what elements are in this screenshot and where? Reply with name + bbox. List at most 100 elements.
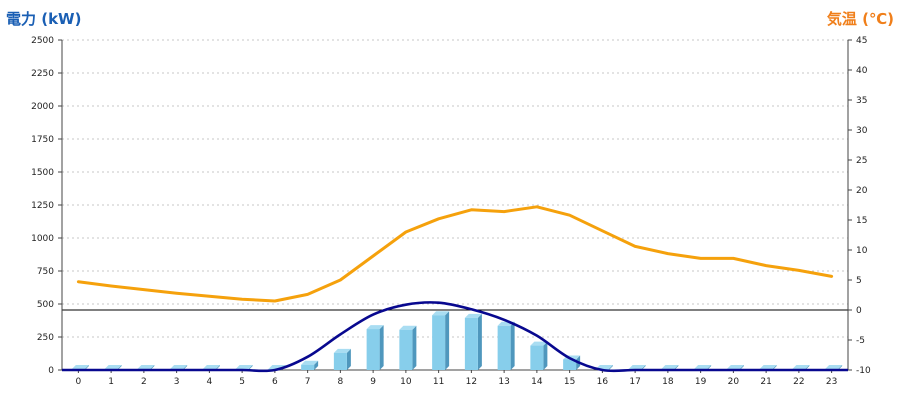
x-tick-label: 5: [239, 377, 245, 387]
power-bar-front: [563, 359, 577, 370]
power-bar-front: [301, 364, 315, 370]
power-bar-top: [170, 364, 188, 369]
power-bar-front: [497, 325, 511, 370]
power-bar: [530, 341, 548, 370]
tick-labels: 02505007501000125015001750200022502500-1…: [31, 36, 871, 387]
power-bar: [432, 311, 450, 370]
power-bar-top: [432, 311, 450, 316]
power-bar-top: [333, 348, 351, 353]
chart-lines: [61, 205, 848, 373]
power-bar: [366, 325, 384, 370]
power-bar-top: [759, 364, 777, 369]
right-tick-label: -10: [856, 366, 871, 376]
right-tick-label: 20: [856, 186, 868, 196]
x-tick-label: 11: [433, 377, 444, 387]
left-tick-label: 1250: [31, 201, 54, 211]
power-bar-top: [202, 364, 220, 369]
right-axis-title: 気温 (℃): [827, 10, 894, 28]
power-bar-front: [464, 317, 478, 370]
x-tick-label: 20: [728, 377, 740, 387]
power-bar-top: [366, 325, 384, 330]
power-bar-top: [530, 341, 548, 346]
temperature-line: [76, 205, 834, 303]
x-tick-label: 0: [76, 377, 82, 387]
left-axis-title: 電力 (kW): [6, 10, 81, 28]
axes: [58, 39, 852, 373]
power-bar-side: [543, 341, 548, 370]
x-tick-label: 10: [400, 377, 412, 387]
x-tick-label: 18: [662, 377, 674, 387]
x-tick-label: 9: [370, 377, 376, 387]
left-tick-label: 0: [48, 366, 54, 376]
left-tick-label: 2500: [31, 36, 54, 46]
power-bar-top: [661, 364, 679, 369]
power-bar-top: [464, 313, 482, 318]
x-tick-label: 23: [826, 377, 837, 387]
power-bar-front: [366, 329, 380, 370]
left-tick-label: 1750: [31, 135, 54, 145]
power-bar-top: [628, 364, 646, 369]
right-tick-label: 15: [856, 216, 867, 226]
power-bar: [333, 348, 351, 370]
power-bar-top: [104, 364, 122, 369]
power-bar-top: [825, 364, 843, 369]
power-bar: [399, 325, 417, 370]
power-bar-top: [694, 364, 712, 369]
right-tick-label: 25: [856, 156, 867, 166]
power-bar-top: [71, 364, 89, 369]
right-tick-label: 5: [856, 276, 862, 286]
right-tick-label: 0: [856, 306, 862, 316]
power-bar-top: [595, 364, 613, 369]
power-bar-top: [301, 360, 319, 365]
x-tick-label: 16: [597, 377, 609, 387]
power-bar-side: [248, 364, 253, 370]
power-bar-side: [608, 364, 613, 370]
x-tick-label: 2: [141, 377, 147, 387]
right-tick-label: 45: [856, 36, 867, 46]
power-bar-top: [726, 364, 744, 369]
x-tick-label: 13: [498, 377, 509, 387]
x-tick-label: 12: [466, 377, 477, 387]
power-bar-front: [432, 315, 446, 370]
power-bar: [301, 360, 319, 370]
left-tick-label: 2000: [31, 102, 54, 112]
x-tick-label: 15: [564, 377, 575, 387]
power-bar-top: [792, 364, 810, 369]
power-bar: [464, 313, 482, 370]
x-tick-label: 21: [760, 377, 771, 387]
left-tick-label: 250: [37, 333, 54, 343]
power-bars: [71, 311, 843, 370]
power-bar-side: [379, 325, 384, 370]
power-bar-front: [399, 329, 413, 370]
left-tick-label: 750: [37, 267, 54, 277]
power-bar-side: [445, 311, 450, 370]
x-tick-label: 8: [338, 377, 344, 387]
power-bar-top: [235, 364, 253, 369]
power-bar-side: [314, 360, 319, 370]
power-bar: [497, 321, 515, 370]
right-tick-label: 30: [856, 126, 868, 136]
left-tick-label: 1500: [31, 168, 54, 178]
right-tick-label: -5: [856, 336, 865, 346]
power-curve-line: [61, 301, 848, 373]
x-tick-label: 1: [108, 377, 114, 387]
x-tick-label: 7: [305, 377, 311, 387]
power-bar-side: [510, 321, 515, 370]
right-tick-label: 35: [856, 96, 867, 106]
x-tick-label: 14: [531, 377, 543, 387]
x-tick-label: 6: [272, 377, 278, 387]
power-bar-side: [346, 348, 351, 370]
power-bar-side: [477, 313, 482, 370]
left-tick-label: 500: [37, 300, 54, 310]
right-tick-label: 10: [856, 246, 868, 256]
right-tick-label: 40: [856, 66, 868, 76]
x-tick-label: 19: [695, 377, 707, 387]
x-tick-label: 3: [174, 377, 180, 387]
x-tick-label: 17: [629, 377, 640, 387]
x-tick-label: 4: [207, 377, 213, 387]
x-tick-label: 22: [793, 377, 804, 387]
power-bar-top: [137, 364, 155, 369]
power-bar-front: [333, 352, 347, 370]
grid-lines: [62, 39, 848, 338]
